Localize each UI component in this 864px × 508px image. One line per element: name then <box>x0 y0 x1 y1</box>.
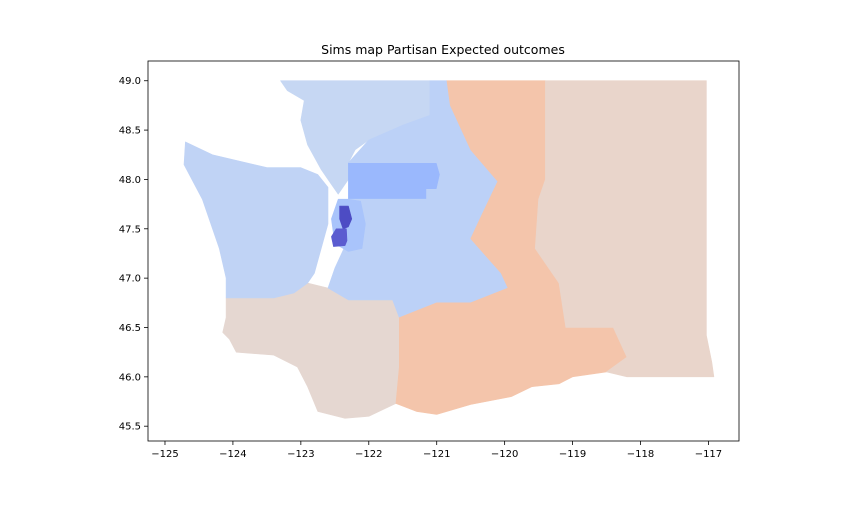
y-tick-label: 46.5 <box>119 323 141 334</box>
y-tick-label: 48.0 <box>119 175 141 186</box>
region-seattle <box>339 205 353 230</box>
y-tick-label: 45.5 <box>119 422 141 433</box>
y-tick-label: 49.0 <box>119 76 141 87</box>
region-south-seattle <box>331 228 348 247</box>
x-tick-label: −122 <box>355 449 382 460</box>
y-tick-label: 47.5 <box>119 224 141 235</box>
y-tick-label: 46.0 <box>119 372 141 383</box>
x-tick-label: −119 <box>559 449 586 460</box>
x-axis: −125 −124 −123 −122 −121 −120 −119 −118 −117 <box>151 441 722 460</box>
x-tick-label: −118 <box>627 449 654 460</box>
x-tick-label: −120 <box>491 449 518 460</box>
x-tick-label: −124 <box>219 449 246 460</box>
chart-title: Sims map Partisan Expected outcomes <box>321 42 565 57</box>
x-tick-label: −117 <box>695 449 722 460</box>
plot-frame <box>147 60 740 442</box>
x-tick-label: −123 <box>287 449 314 460</box>
region-olympic <box>183 141 329 299</box>
y-tick-label: 48.5 <box>119 126 141 137</box>
y-axis: 45.5 46.0 46.5 47.0 47.5 48.0 48.5 49.0 <box>119 76 148 433</box>
region-east <box>534 80 715 378</box>
regions-layer <box>183 80 715 419</box>
y-tick-label: 47.0 <box>119 274 141 285</box>
x-tick-label: −125 <box>151 449 178 460</box>
x-tick-label: −121 <box>423 449 450 460</box>
